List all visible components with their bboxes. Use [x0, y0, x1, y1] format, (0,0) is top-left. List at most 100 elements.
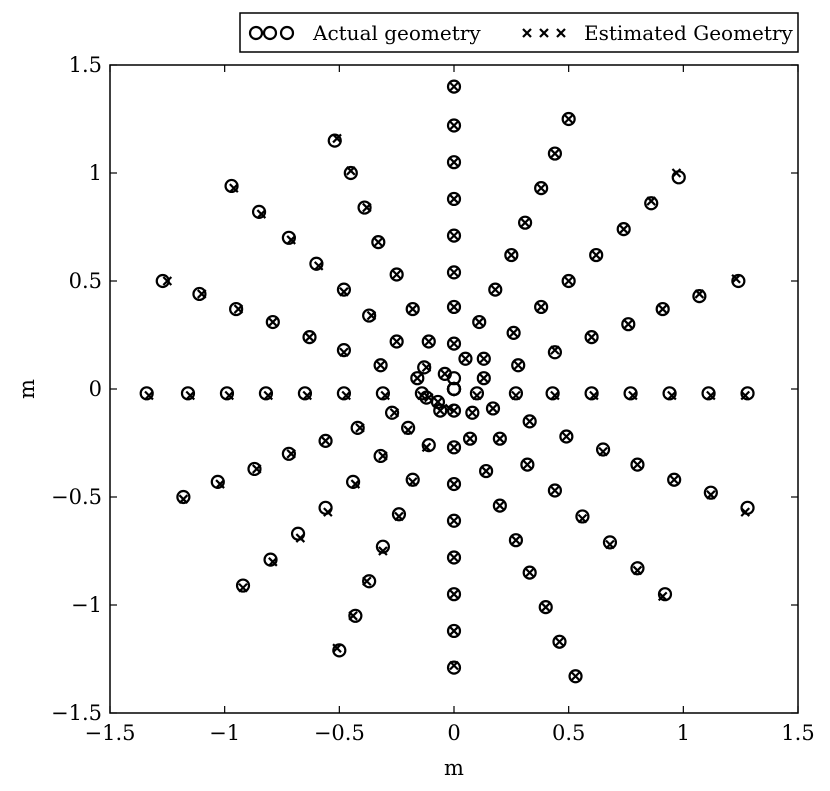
data-point-x: [589, 390, 599, 401]
data-point-circle: [375, 539, 391, 554]
data-point-x: [646, 196, 657, 206]
data-point-x: [481, 466, 491, 476]
data-point-x: [391, 336, 402, 347]
data-point-x: [667, 390, 677, 401]
y-tick-label: 0: [89, 377, 102, 401]
data-point-x: [669, 474, 679, 485]
data-point-circle: [362, 574, 377, 589]
data-point-x: [694, 289, 705, 299]
data-point-x: [251, 464, 262, 474]
data-point-circle: [602, 535, 618, 550]
data-point-circle: [384, 405, 400, 420]
data-point-circle: [318, 433, 333, 448]
data-point-x: [586, 332, 597, 342]
legend-label-estimated: Estimated Geometry: [584, 21, 793, 45]
y-tick-label: 0.5: [69, 269, 102, 293]
data-point-x: [256, 209, 267, 219]
data-point-x: [511, 535, 521, 545]
data-point-x: [407, 304, 418, 314]
data-point-x: [657, 591, 668, 602]
series-estimated-geometry: [144, 81, 751, 682]
data-point-x: [449, 194, 459, 204]
data-point-circle: [547, 483, 563, 498]
data-point-x: [417, 390, 427, 401]
data-point-x: [286, 449, 296, 459]
x-tick-label: −1: [209, 721, 240, 745]
data-point-x: [561, 431, 572, 442]
data-point-x: [506, 250, 517, 260]
data-point-circle: [247, 461, 262, 477]
data-point-x: [355, 423, 365, 433]
data-point-circle: [740, 500, 755, 515]
data-point-x: [524, 567, 535, 578]
data-point-x: [286, 235, 296, 245]
data-point-circle: [508, 386, 524, 401]
data-point-x: [706, 390, 716, 401]
data-point-x: [378, 451, 388, 461]
data-point-circle: [559, 429, 574, 444]
x-tick-label: 1.5: [781, 721, 814, 745]
data-point-x: [495, 500, 505, 511]
data-point-x: [215, 479, 225, 489]
data-point-circle: [405, 301, 420, 317]
series-actual-geometry: [139, 79, 755, 684]
data-point-circle: [534, 181, 549, 196]
y-tick-label: 1: [89, 161, 102, 185]
data-point-x: [362, 202, 372, 213]
data-point-x: [449, 267, 459, 278]
data-point-x: [740, 390, 751, 401]
data-point-circle: [488, 282, 503, 297]
data-point-circle: [692, 289, 707, 304]
data-point-circle: [290, 526, 306, 541]
data-point-x: [302, 390, 313, 401]
legend-marker-x: [539, 28, 549, 38]
y-tick-label: −1.5: [51, 701, 102, 725]
data-point-circle: [595, 442, 611, 457]
data-point-circle: [465, 405, 480, 420]
data-point-circle: [446, 79, 462, 94]
axes: −1.5−1.5 −1 −1 −0.5 −0.5 0 0 0.5 0.5 1 1 1.5 1.5 m m: [15, 53, 815, 780]
data-point-circle: [318, 500, 333, 515]
data-point-circle: [621, 317, 636, 332]
data-point-circle: [644, 196, 659, 211]
data-point-circle: [446, 513, 462, 528]
data-point-circle: [446, 476, 462, 492]
data-point-x: [339, 347, 349, 358]
data-point-x: [495, 433, 505, 444]
data-point-circle: [235, 578, 251, 593]
legend-marker-x: [522, 28, 532, 38]
data-point-x: [332, 133, 342, 144]
data-point-circle: [476, 371, 491, 386]
data-point-circle: [389, 267, 404, 282]
y-tick-label: −0.5: [51, 485, 102, 509]
data-point-circle: [520, 457, 535, 472]
data-point-x: [350, 479, 361, 489]
data-point-x: [706, 490, 716, 500]
data-point-x: [449, 442, 459, 453]
data-point-x: [740, 507, 751, 517]
data-point-x: [380, 390, 390, 401]
data-point-x: [263, 390, 274, 401]
data-point-circle: [446, 191, 462, 207]
data-point-circle: [446, 660, 462, 675]
data-point-circle: [405, 472, 420, 487]
data-point-x: [295, 533, 306, 543]
data-point-x: [268, 317, 278, 327]
data-point-x: [536, 183, 546, 193]
data-point-x: [407, 477, 418, 487]
data-point-circle: [281, 446, 296, 461]
data-point-x: [373, 237, 384, 247]
data-point-circle: [589, 247, 604, 263]
data-point-x: [375, 360, 386, 371]
data-point-circle: [485, 401, 501, 416]
data-point-circle: [343, 165, 358, 181]
x-tick-label: 0.5: [552, 721, 585, 745]
plot-area: [139, 79, 755, 684]
data-point-x: [577, 513, 588, 524]
data-point-x: [479, 373, 489, 383]
data-point-x: [391, 269, 402, 280]
data-point-x: [233, 304, 244, 314]
x-tick-label: −0.5: [314, 721, 365, 745]
data-point-x: [162, 276, 173, 286]
